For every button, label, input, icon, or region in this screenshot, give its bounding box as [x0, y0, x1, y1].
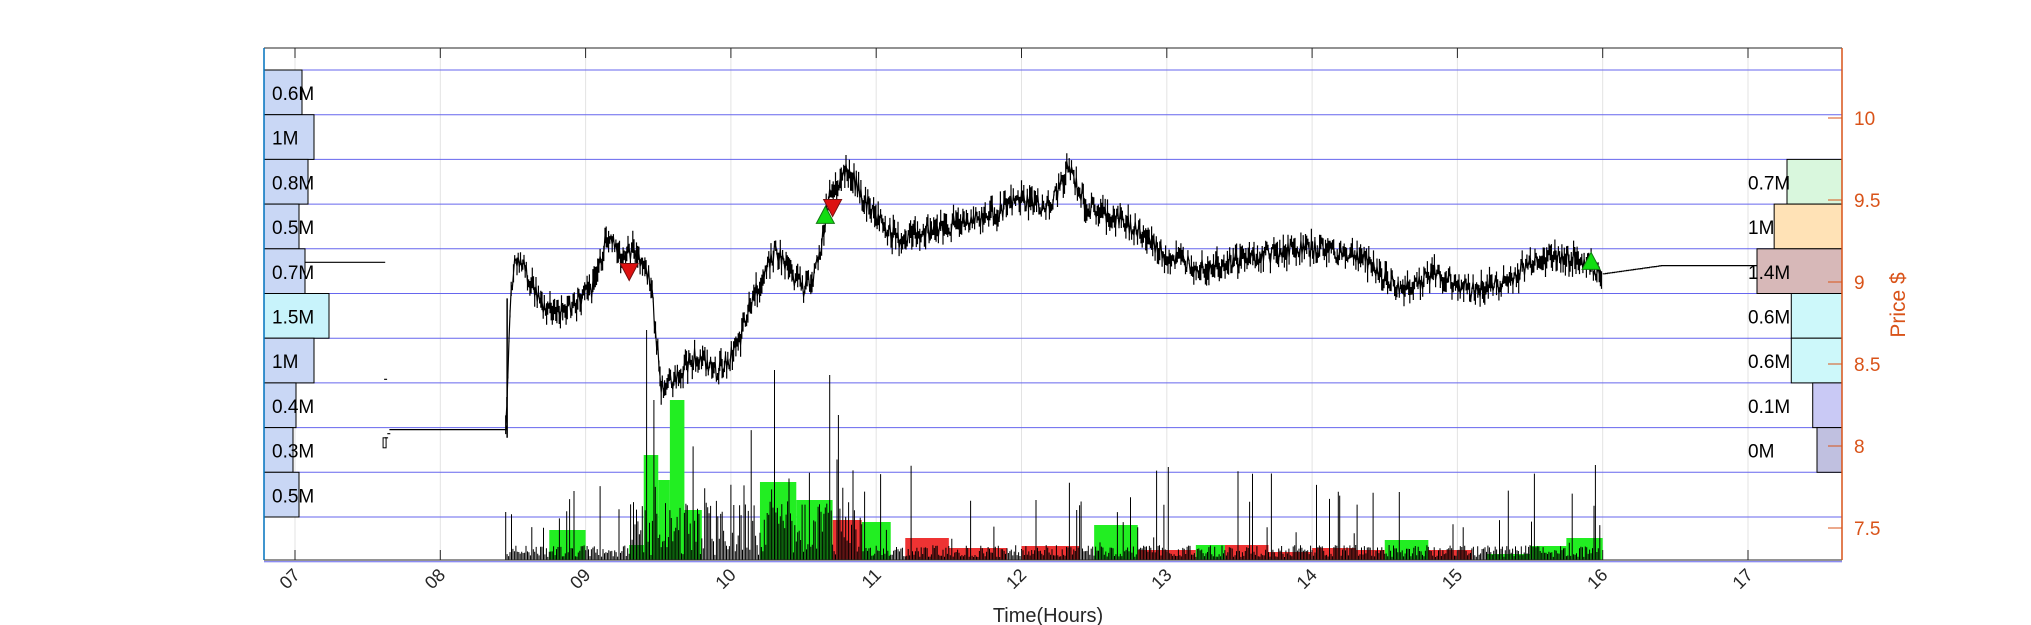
price-candle [382, 437, 387, 449]
volume-profile-left-label: 1M [272, 129, 298, 150]
x-tick-label: 11 [858, 565, 885, 592]
volume-profile-left-label: 0.3M [272, 442, 314, 463]
x-tick-label: 09 [566, 565, 594, 593]
x-tick-label: 07 [276, 565, 304, 593]
x-tick-label: 15 [1438, 565, 1466, 593]
volume-profile-right-label: 0.6M [1748, 308, 1790, 329]
volume-profile-right-label: 0.7M [1748, 173, 1790, 194]
volume-profile-right-label: 1M [1748, 218, 1774, 239]
volume-profile-left-label: 0.5M [272, 486, 314, 507]
volume-profile-left-bar [263, 427, 294, 473]
y-tick-label: 7.5 [1854, 519, 1880, 540]
volume-profile-left-label: 1.5M [272, 308, 314, 329]
volume-profile-left-label: 0.8M [272, 173, 314, 194]
volume-bars-layer [505, 330, 1603, 560]
volume-profile-right-bar [1816, 427, 1843, 473]
x-tick-label: 17 [1729, 565, 1757, 593]
volume-profile-right-bar [1786, 158, 1843, 205]
volume-spikes [505, 330, 1601, 560]
volume-profile-left-bar [263, 337, 315, 384]
y-tick-label: 8 [1854, 437, 1865, 458]
volume-profile-right-bar [1790, 293, 1843, 339]
volume-block [669, 400, 685, 560]
volume-profile-right-label: 0M [1748, 442, 1774, 463]
x-tick-label: 14 [1293, 565, 1321, 593]
volume-profile-left-label: 0.5M [272, 218, 314, 239]
volume-profile-left-label: 0.7M [272, 263, 314, 284]
volume-profile-left-bar [263, 114, 315, 160]
volume-profile-right-bar [1773, 203, 1843, 250]
volume-profile-right-bar [1812, 382, 1843, 429]
volume-profile-right-label: 1.4M [1748, 263, 1790, 284]
sell-signal-marker [619, 263, 640, 282]
x-axis-label: Time(Hours) [993, 605, 1103, 625]
x-tick-label: 12 [1002, 565, 1030, 593]
volume-profile-right-bar [1790, 337, 1843, 384]
y-tick-label: 9 [1854, 273, 1865, 294]
y-axis-label: Price $ [1887, 272, 1910, 338]
price-series-layer [265, 153, 1793, 449]
grid-layer [264, 48, 1842, 563]
x-tick-label: 13 [1147, 565, 1175, 593]
volume-profile-right-label: 0.6M [1748, 352, 1790, 373]
x-tick-label: 10 [711, 565, 739, 593]
buy-signal-marker [815, 205, 836, 224]
volume-profile-left-bar [263, 158, 309, 205]
volume-profile-left-bar [263, 69, 303, 116]
volume-profile-left-bar [263, 471, 300, 518]
volume-profile-left-bar [263, 382, 297, 429]
y-tick-label: 9.5 [1854, 191, 1880, 212]
volume-block [643, 455, 659, 560]
x-tick-label: 16 [1583, 565, 1611, 593]
price-series [265, 153, 1793, 439]
volume-profile-left-label: 0.4M [272, 397, 314, 418]
y-tick-label: 10 [1854, 109, 1875, 130]
volume-profile-left-bar [263, 248, 306, 295]
volume-profile-right-label: 0.1M [1748, 397, 1790, 418]
y-tick-label: 8.5 [1854, 355, 1880, 376]
volume-profile-left-label: 1M [272, 352, 298, 373]
buy-signal-marker [1581, 251, 1601, 270]
sell-signal-marker [822, 199, 843, 218]
volume-profile-layer: 0.6M 1M 0.8M 0.5M 0.7M 1.5M 1M 0.4M 0.3M 0.5M 0.7M… [263, 69, 1843, 518]
volume-profile-left-label: 0.6M [272, 84, 314, 105]
x-tick-label: 08 [421, 565, 449, 593]
volume-block [658, 480, 670, 560]
